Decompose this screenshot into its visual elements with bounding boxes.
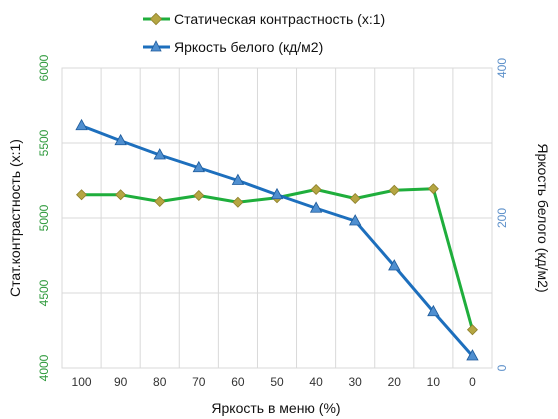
data-point-contrast [76, 189, 88, 201]
y-right-tick-label: 0 [495, 364, 509, 371]
y-axis-left-title: Стат.контрастность (x:1) [7, 139, 23, 297]
data-point-brightness [309, 201, 323, 213]
data-point-brightness [231, 173, 245, 185]
x-tick-label: 100 [72, 375, 92, 389]
data-point-contrast [232, 196, 244, 208]
x-tick-label: 60 [231, 375, 245, 389]
data-point-contrast [193, 189, 205, 202]
legend-label-brightness: Яркость белого (кд/м2) [174, 39, 323, 55]
y-left-tick-label: 6000 [37, 54, 51, 81]
data-point-brightness [466, 349, 479, 361]
x-tick-label: 80 [153, 375, 167, 389]
data-point-brightness [270, 187, 284, 200]
x-tick-label: 40 [309, 375, 323, 389]
legend-label-contrast: Статическая контрастность (x:1) [174, 11, 385, 27]
y-axis-right-title: Яркость белого (кд/м2) [535, 143, 551, 292]
data-point-brightness [427, 304, 440, 317]
x-tick-label: 90 [114, 375, 128, 389]
y-left-tick-label: 4000 [37, 354, 51, 381]
y-left-tick-label: 4500 [37, 279, 51, 306]
y-right-tick-label: 400 [495, 58, 509, 78]
x-tick-label: 20 [388, 375, 402, 389]
x-axis-title: Яркость в меню (%) [211, 400, 340, 416]
y-left-tick-label: 5000 [37, 204, 51, 231]
x-tick-label: 50 [270, 375, 284, 389]
x-tick-label: 30 [349, 375, 363, 389]
legend: Статическая контрастность (x:1) Яркость … [143, 11, 385, 55]
data-point-contrast [427, 183, 439, 195]
data-point-contrast [349, 192, 361, 205]
data-point-brightness [388, 259, 401, 271]
data-point-brightness [114, 133, 127, 146]
legend-marker-brightness [150, 40, 162, 52]
series-layer [75, 118, 479, 361]
y-left-tick-label: 5500 [37, 129, 51, 156]
y-right-tick-label: 200 [495, 208, 509, 228]
data-point-brightness [153, 148, 166, 160]
data-point-contrast [310, 183, 322, 196]
data-point-contrast [154, 195, 166, 208]
data-point-contrast [466, 324, 478, 336]
data-point-contrast [115, 189, 127, 201]
x-tick-label: 0 [469, 375, 476, 389]
data-point-brightness [192, 160, 205, 173]
legend-marker-contrast [149, 12, 163, 26]
data-point-brightness [75, 118, 88, 131]
data-point-brightness [349, 214, 362, 226]
grid [62, 67, 492, 369]
x-tick-label: 10 [427, 375, 441, 389]
x-tick-label: 70 [192, 375, 206, 389]
data-point-contrast [388, 184, 400, 196]
